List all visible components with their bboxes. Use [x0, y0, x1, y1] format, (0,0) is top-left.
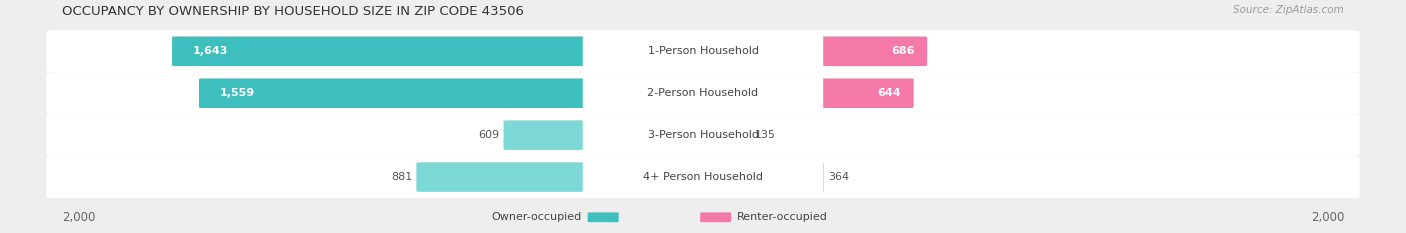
- Text: 609: 609: [478, 130, 499, 140]
- FancyBboxPatch shape: [46, 156, 1360, 198]
- FancyBboxPatch shape: [46, 30, 1360, 72]
- Text: 1,559: 1,559: [221, 88, 256, 98]
- FancyBboxPatch shape: [699, 120, 751, 150]
- FancyBboxPatch shape: [700, 212, 731, 222]
- FancyBboxPatch shape: [699, 37, 927, 66]
- FancyBboxPatch shape: [46, 72, 1360, 114]
- FancyBboxPatch shape: [200, 79, 707, 108]
- FancyBboxPatch shape: [582, 35, 823, 68]
- Text: 644: 644: [877, 88, 901, 98]
- Text: Renter-occupied: Renter-occupied: [737, 212, 828, 222]
- FancyBboxPatch shape: [699, 162, 824, 192]
- FancyBboxPatch shape: [503, 120, 707, 150]
- Text: OCCUPANCY BY OWNERSHIP BY HOUSEHOLD SIZE IN ZIP CODE 43506: OCCUPANCY BY OWNERSHIP BY HOUSEHOLD SIZE…: [62, 5, 524, 18]
- FancyBboxPatch shape: [46, 114, 1360, 156]
- FancyBboxPatch shape: [699, 79, 914, 108]
- Text: 686: 686: [891, 46, 914, 56]
- Text: Source: ZipAtlas.com: Source: ZipAtlas.com: [1233, 5, 1344, 15]
- Text: 2-Person Household: 2-Person Household: [647, 88, 759, 98]
- FancyBboxPatch shape: [416, 162, 707, 192]
- Text: 1-Person Household: 1-Person Household: [648, 46, 758, 56]
- FancyBboxPatch shape: [582, 161, 823, 193]
- Text: 1,643: 1,643: [193, 46, 229, 56]
- FancyBboxPatch shape: [172, 37, 707, 66]
- Text: 135: 135: [755, 130, 776, 140]
- Text: 364: 364: [828, 172, 849, 182]
- Text: 2,000: 2,000: [62, 211, 96, 224]
- FancyBboxPatch shape: [588, 212, 619, 222]
- Text: 4+ Person Household: 4+ Person Household: [643, 172, 763, 182]
- Text: 3-Person Household: 3-Person Household: [648, 130, 758, 140]
- Text: 881: 881: [391, 172, 412, 182]
- Text: Owner-occupied: Owner-occupied: [492, 212, 582, 222]
- FancyBboxPatch shape: [582, 77, 823, 110]
- FancyBboxPatch shape: [582, 119, 823, 151]
- Text: 2,000: 2,000: [1310, 211, 1344, 224]
